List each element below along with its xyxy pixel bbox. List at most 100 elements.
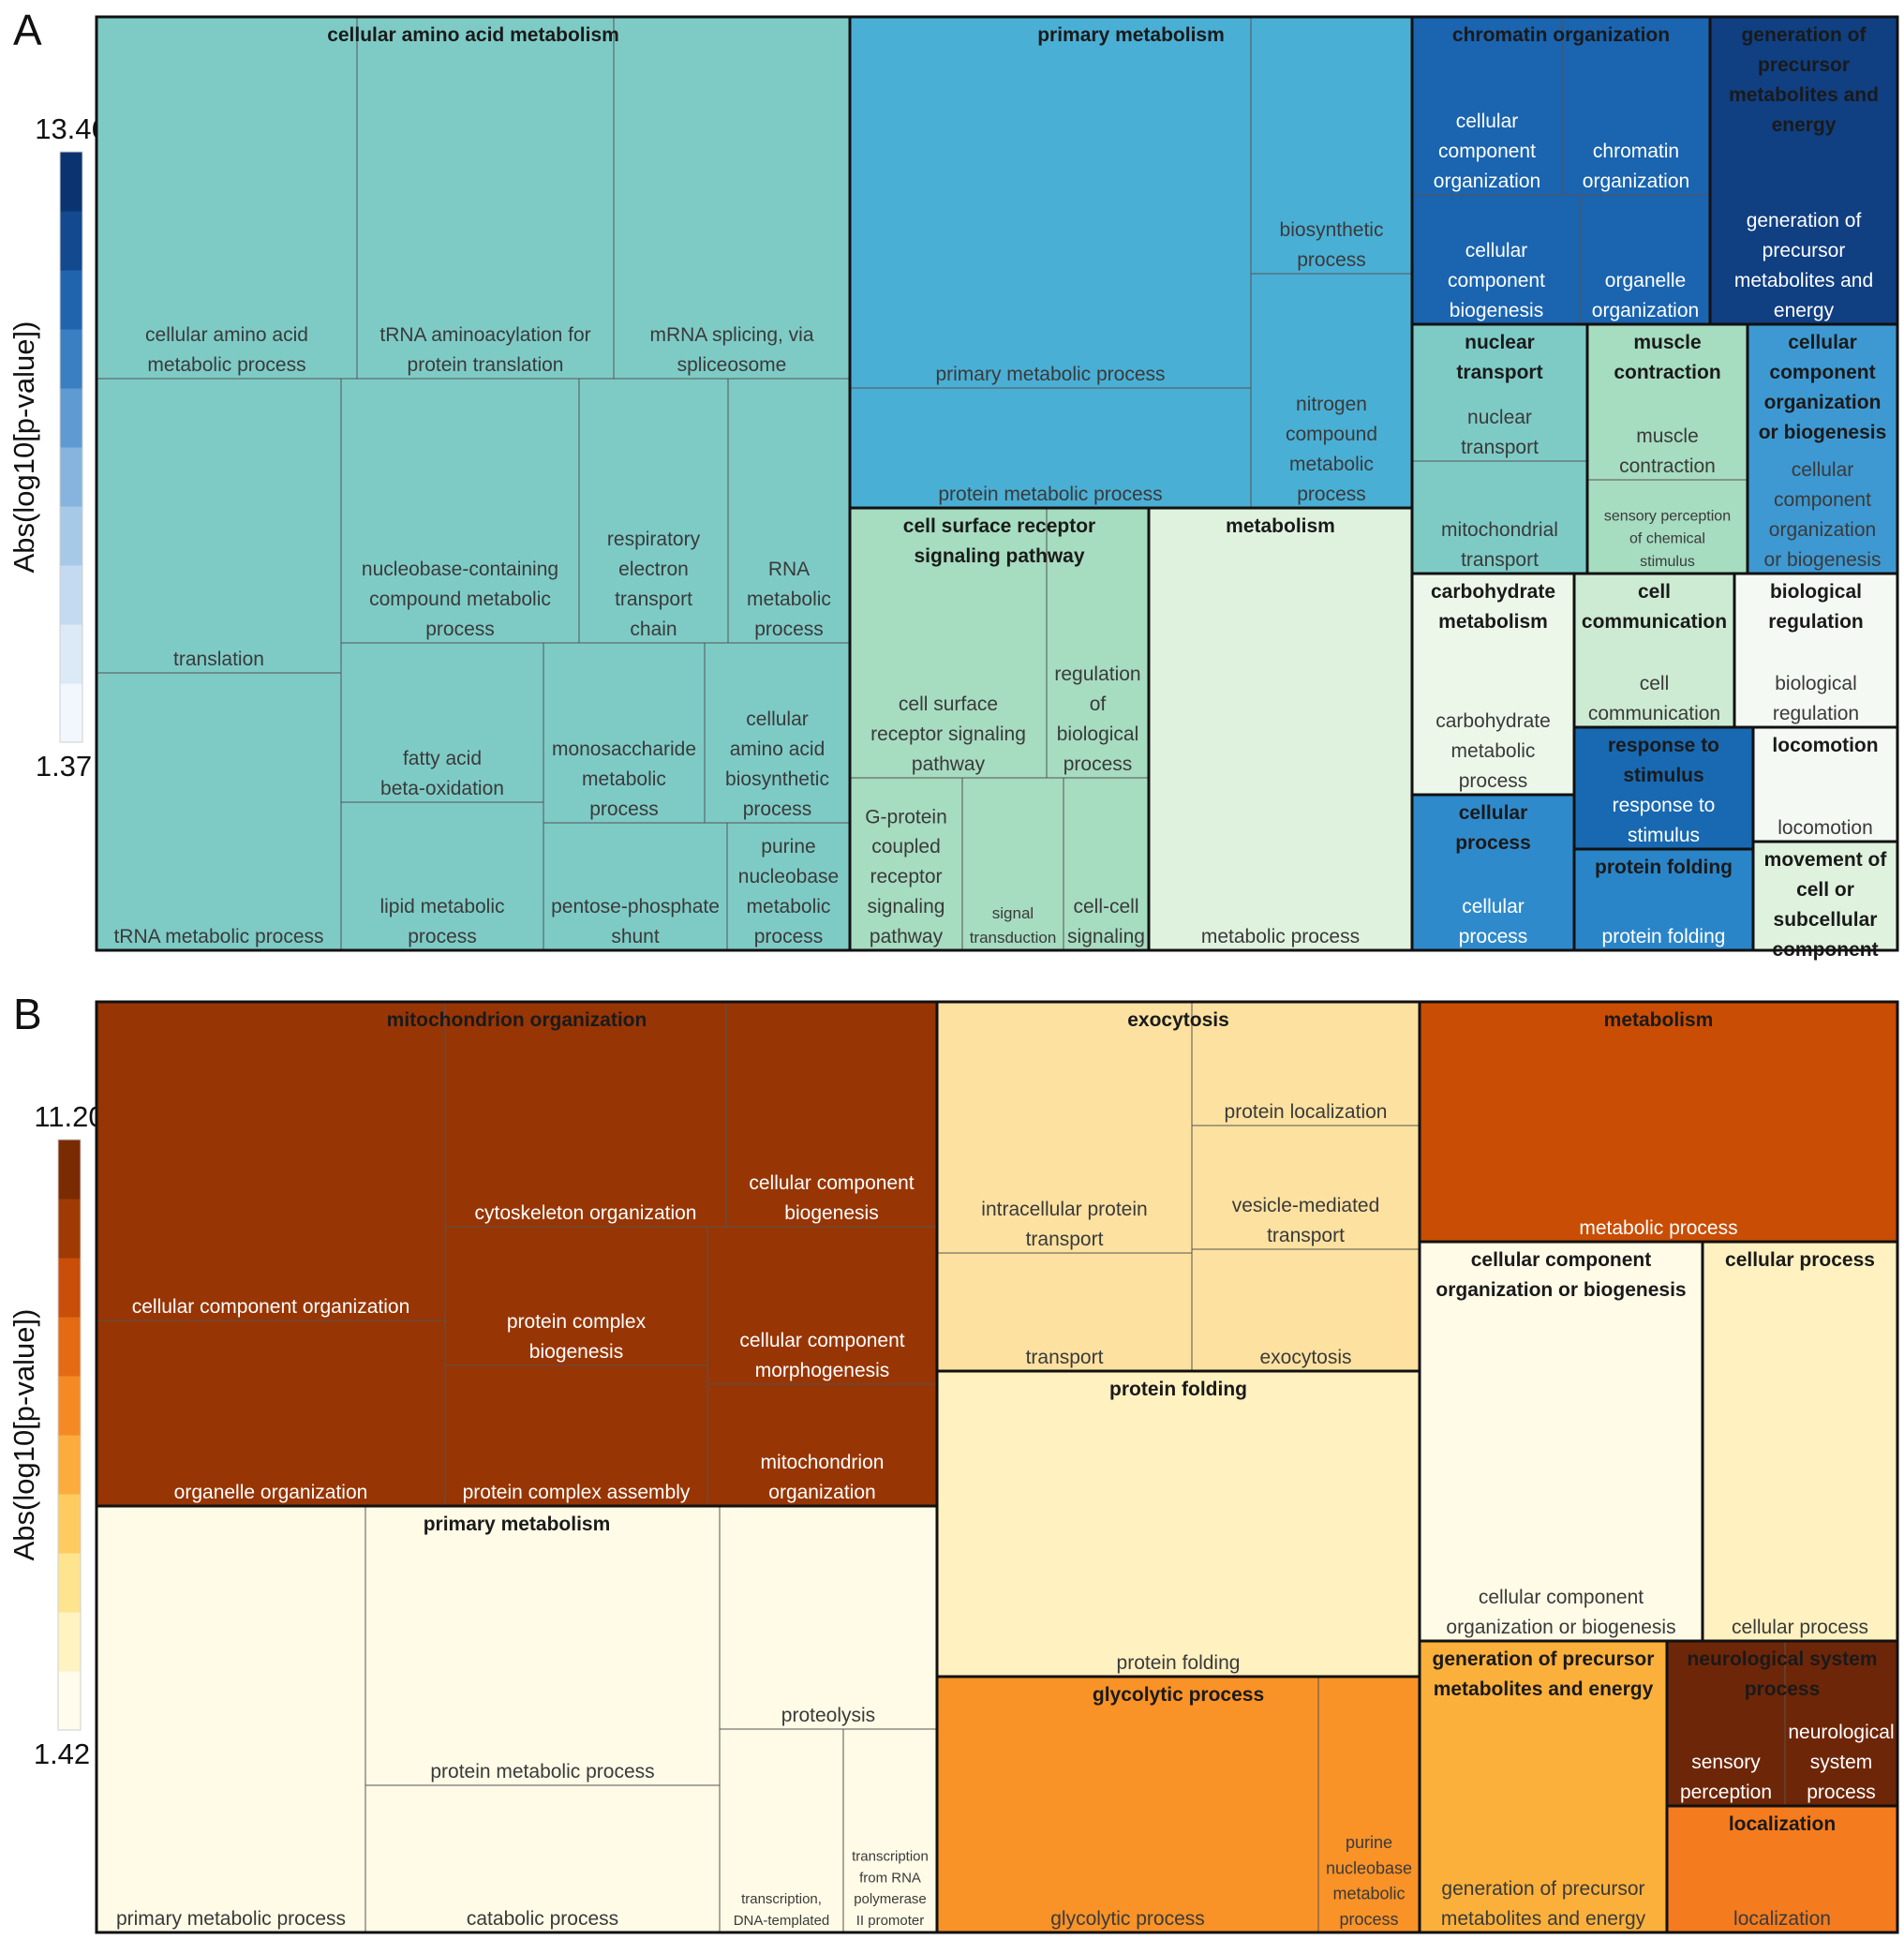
term-label: muscle contraction	[1619, 425, 1716, 477]
scale-swatch	[60, 211, 82, 271]
scale-swatch	[58, 1553, 81, 1613]
treemap-cell	[578, 378, 729, 644]
treemap-cell	[1784, 1640, 1898, 1807]
treemap-cell	[1419, 1640, 1668, 1933]
term-label: locomotion	[1778, 817, 1873, 839]
term-label: generation of precursor metabolites and e…	[1441, 1878, 1646, 1930]
treemap-cell	[1411, 323, 1588, 462]
treemap-cell	[444, 1001, 727, 1228]
scale-swatch	[60, 506, 82, 566]
group-label: chromatin organization	[1452, 24, 1670, 46]
term-label: G-protein coupled receptor signaling pathway	[865, 806, 947, 947]
treemap-cell	[719, 1505, 938, 1730]
group-label: response to stimulus	[1608, 735, 1719, 786]
term-label: transcription from RNA polymerase II promot…	[852, 1849, 929, 1929]
treemap-cell	[444, 1365, 708, 1507]
scale-swatch	[58, 1140, 81, 1200]
treemap-cell	[1419, 1241, 1703, 1642]
term-label: cellular amino acid biosynthetic process	[725, 708, 829, 820]
scale-swatch	[58, 1258, 81, 1318]
treemap-cell	[1191, 1001, 1421, 1126]
term-label: regulation of biological process	[1054, 664, 1140, 775]
group-label: cell surface receptor signaling pathway	[903, 515, 1095, 567]
treemap-cell	[1411, 194, 1582, 325]
treemap-cell	[340, 642, 544, 803]
treemap-cell	[543, 822, 728, 951]
treemap-cell	[849, 507, 1048, 779]
group-label: nuclear transport	[1456, 332, 1542, 383]
treemap-cell	[96, 672, 342, 951]
group-label: exocytosis	[1127, 1009, 1229, 1031]
treemap-cell	[364, 1784, 721, 1933]
group-label: glycolytic process	[1093, 1684, 1264, 1706]
term-label: protein folding	[1117, 1652, 1241, 1674]
treemap-cell	[961, 777, 1064, 951]
group-label: neurological system process	[1687, 1648, 1877, 1700]
scale-title: Abs(log10[p-value])	[7, 1309, 40, 1561]
scale-swatch	[60, 388, 82, 448]
treemap-cell	[1709, 16, 1898, 325]
scale-swatch	[58, 1376, 81, 1436]
term-label: nuclear transport	[1461, 407, 1539, 458]
term-label: cellular component morphogenesis	[739, 1330, 904, 1381]
treemap-cell	[1063, 777, 1150, 951]
scale-swatch	[58, 1199, 81, 1259]
group-label: biological regulation	[1768, 581, 1864, 633]
treemap-cell	[340, 801, 544, 951]
term-label: cell-cell signaling	[1067, 896, 1145, 947]
term-label: metabolic process	[1579, 1217, 1737, 1239]
treemap-cell	[364, 1505, 721, 1786]
term-label: cellular process	[1459, 896, 1528, 947]
group-label: cellular process	[1725, 1249, 1875, 1271]
panel-frame	[95, 1000, 1899, 1934]
scale-swatch	[60, 329, 82, 389]
term-label: vesicle-mediated transport	[1232, 1195, 1380, 1246]
group-label: generation of precursor metabolites and e…	[1433, 1648, 1655, 1700]
treemap-cell	[707, 1226, 938, 1385]
group-label: cellular amino acid metabolism	[327, 24, 619, 46]
group-label: primary metabolism	[1037, 24, 1225, 46]
treemap-cell	[849, 16, 1252, 389]
scale-swatch	[60, 683, 82, 743]
treemap-cell	[444, 1226, 708, 1366]
term-label: neurological system process	[1788, 1722, 1894, 1803]
scale-max-label: 11.20	[34, 1100, 104, 1133]
term-label: organelle organization	[174, 1482, 368, 1503]
term-label: cellular component biogenesis	[749, 1172, 914, 1224]
term-label: transport	[1026, 1347, 1104, 1368]
treemap-cell	[1191, 1248, 1421, 1372]
treemap-cell	[340, 378, 580, 644]
treemap-cell	[707, 1383, 938, 1507]
treemap-cell	[1148, 507, 1413, 951]
treemap-cell	[1419, 1001, 1898, 1243]
term-label: tRNA aminoacylation for protein translati…	[379, 324, 590, 376]
treemap-cell	[543, 642, 706, 824]
term-label: mitochondrion organization	[761, 1452, 885, 1503]
term-label: nucleobase-containing compound metabolic p…	[362, 559, 558, 640]
treemap-cell	[1752, 841, 1898, 951]
treemap-cell	[1250, 273, 1413, 509]
term-label: respiratory electron transport chain	[607, 529, 701, 640]
term-label: primary metabolic process	[116, 1908, 346, 1930]
term-label: purine nucleobase metabolic process	[738, 836, 839, 947]
scale-swatch	[58, 1494, 81, 1554]
panel-frame	[95, 15, 1899, 952]
term-label: organelle organization	[1592, 270, 1699, 321]
term-label: pentose-phosphate shunt	[551, 896, 720, 947]
treemap-cell	[719, 1728, 844, 1933]
treemap-cell	[1411, 460, 1588, 574]
group-label: primary metabolism	[424, 1514, 611, 1535]
term-label: monosaccharide metabolic process	[552, 738, 696, 820]
scale-title: Abs(log10[p-value])	[7, 321, 40, 574]
group-label: cellular component organization or biogenes…	[1759, 332, 1887, 443]
treemap-cell	[1317, 1676, 1421, 1933]
treemap-cell	[1573, 848, 1754, 951]
term-label: cellular component organization or biogen…	[1446, 1587, 1675, 1638]
term-label: cellular amino acid metabolic process	[145, 324, 308, 376]
term-label: proteolysis	[781, 1705, 875, 1726]
term-label: catabolic process	[467, 1908, 618, 1930]
treemap-cell	[96, 1320, 446, 1507]
scale-swatch	[58, 1612, 81, 1672]
treemap-cell	[1666, 1805, 1898, 1933]
